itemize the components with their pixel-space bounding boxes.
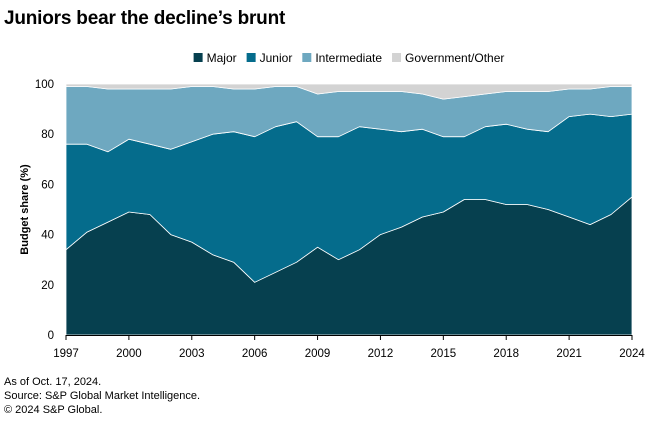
x-tick-label: 2006 [242,348,268,360]
legend-item-label: Government/Other [405,51,504,65]
area-government-other [65,83,633,100]
y-tick-label: 100 [35,79,54,91]
legend: Major Junior Intermediate Government/Other [193,51,504,65]
legend-swatch [246,53,256,62]
y-tick-label: 60 [41,179,54,191]
x-tick-label: 2009 [305,348,331,360]
y-tick-label: 80 [41,129,54,141]
legend-item-label: Junior [260,51,293,65]
y-axis-label: Budget share (%) [19,164,31,255]
legend-swatch [302,53,312,62]
footnote-source: Source: S&P Global Market Intelligence. [4,390,201,402]
x-tick-label: 2003 [179,348,205,360]
x-tick-label: 2000 [116,348,142,360]
x-tick-label: 2021 [556,348,582,360]
x-tick-label: 2018 [493,348,519,360]
legend-swatch [193,53,203,62]
y-tick-label: 20 [41,280,54,292]
chart-title: Juniors bear the decline’s brunt [4,8,286,29]
y-tick-label: 0 [48,330,54,342]
footnote-date: As of Oct. 17, 2024. [4,376,102,388]
axes: 0 20 40 60 80 100 1997 2000 2003 2006 2009 2012 2015… [19,79,645,360]
footnote-copyright: © 2024 S&P Global. [4,404,103,416]
x-tick-label: 1997 [53,348,79,360]
legend-swatch [392,53,402,62]
x-tick-label: 2012 [368,348,394,360]
footnotes: As of Oct. 17, 2024. Source: S&P Global … [4,375,200,417]
legend-item-label: Intermediate [315,51,382,65]
y-tick-label: 40 [41,230,54,242]
x-tick-label: 2015 [431,348,457,360]
area-layers [65,83,633,336]
x-tick-label: 2024 [619,348,645,360]
legend-item-label: Major [207,51,237,65]
